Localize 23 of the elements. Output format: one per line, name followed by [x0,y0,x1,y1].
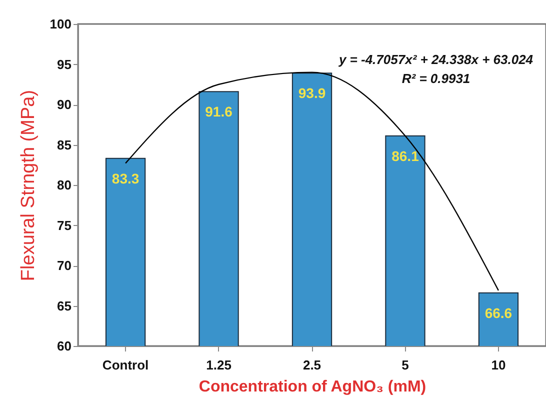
y-tick-label: 70 [57,258,72,273]
data-label: 83.3 [112,170,140,186]
data-label: 86.1 [392,148,420,164]
data-label: 93.9 [298,85,326,102]
x-tick-label: Control [102,358,149,372]
annotation: R² = 0.9931 [402,71,470,86]
y-tick-label: 85 [57,137,72,152]
annotation: y = -4.7057x² + 24.338x + 63.024 [338,52,534,67]
y-tick-label: 100 [50,16,72,32]
data-label: 91.6 [205,104,233,120]
x-tick-label: 5 [402,358,409,372]
y-tick-label: 90 [57,97,72,112]
x-tick-label: 10 [491,358,506,372]
y-tick-label: 75 [57,218,72,233]
x-axis-title: Concentration of AgNO₃ (mM) [198,378,426,396]
x-tick-label: 1.25 [206,358,232,372]
y-tick-label: 95 [57,56,72,72]
y-tick-label: 60 [57,338,72,354]
y-tick-label: 80 [57,178,72,192]
y-tick-label: 65 [57,298,72,314]
data-label: 66.6 [484,304,512,321]
y-axis-title: Flexural Strngth (MPa) [18,90,39,282]
x-tick-label: 2.5 [302,358,322,372]
